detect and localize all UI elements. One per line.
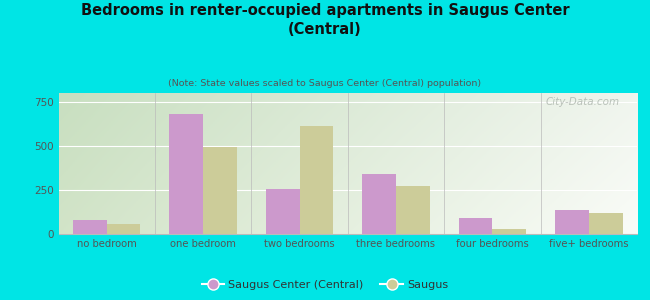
Text: Bedrooms in renter-occupied apartments in Saugus Center
(Central): Bedrooms in renter-occupied apartments i… <box>81 3 569 37</box>
Bar <box>266 189 300 234</box>
Bar <box>555 210 589 234</box>
Bar <box>107 224 140 234</box>
Bar <box>203 147 237 234</box>
Bar <box>170 114 203 234</box>
Bar <box>459 218 493 234</box>
Bar <box>362 174 396 234</box>
Legend: Saugus Center (Central), Saugus: Saugus Center (Central), Saugus <box>198 276 452 294</box>
Bar <box>589 213 623 234</box>
Bar <box>493 229 526 234</box>
Text: (Note: State values scaled to Saugus Center (Central) population): (Note: State values scaled to Saugus Cen… <box>168 80 482 88</box>
Bar <box>396 185 430 234</box>
Bar <box>300 127 333 234</box>
Text: City-Data.com: City-Data.com <box>545 97 619 107</box>
Bar <box>73 220 107 234</box>
